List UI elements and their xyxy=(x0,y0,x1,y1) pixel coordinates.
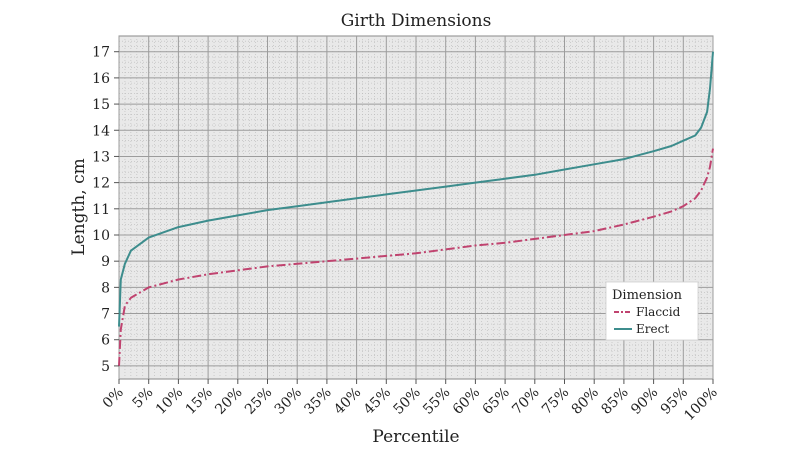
x-tick-label: 30% xyxy=(272,385,305,418)
y-tick-label: 10 xyxy=(92,228,110,244)
legend-label-erect: Erect xyxy=(636,322,669,336)
y-axis-ticks: 5 6 7 8 9 10 11 12 13 14 15 16 17 xyxy=(92,45,119,375)
y-tick-label: 11 xyxy=(92,202,110,218)
x-tick-label: 45% xyxy=(361,385,394,418)
x-tick-label: 20% xyxy=(212,385,245,418)
x-tick-label: 0% xyxy=(100,385,127,412)
x-tick-label: 70% xyxy=(509,385,542,418)
y-tick-label: 9 xyxy=(101,254,110,270)
series-line-erect xyxy=(118,51,714,327)
y-axis-label: Length, cm xyxy=(69,158,89,255)
y-tick-label: 13 xyxy=(92,149,110,165)
y-tick-label: 17 xyxy=(92,45,110,61)
legend-title: Dimension xyxy=(612,288,683,303)
x-tick-label: 80% xyxy=(569,385,602,418)
x-tick-label: 25% xyxy=(242,385,275,418)
y-tick-label: 8 xyxy=(101,280,110,296)
x-tick-label: 60% xyxy=(450,385,483,418)
x-axis-label: Percentile xyxy=(372,427,459,447)
chart-title: Girth Dimensions xyxy=(341,11,492,31)
x-tick-label: 35% xyxy=(301,385,334,418)
y-tick-label: 16 xyxy=(92,71,110,87)
y-tick-label: 5 xyxy=(101,359,110,375)
x-tick-label: 100% xyxy=(681,385,721,425)
x-tick-label: 65% xyxy=(480,385,513,418)
legend: Dimension Flaccid Erect xyxy=(605,281,699,341)
major-grid xyxy=(118,36,714,379)
x-tick-label: 50% xyxy=(391,385,424,418)
x-tick-label: 90% xyxy=(628,385,661,418)
y-tick-label: 14 xyxy=(92,123,110,139)
x-tick-label: 10% xyxy=(153,385,186,418)
y-tick-label: 6 xyxy=(101,333,110,349)
x-tick-label: 85% xyxy=(598,385,631,418)
x-axis-ticks: 0% 5%10%15%20%25%30%35%40%45%50%55%60%65%… xyxy=(100,379,721,424)
y-tick-label: 15 xyxy=(92,97,110,113)
y-tick-label: 12 xyxy=(92,176,110,192)
legend-label-flaccid: Flaccid xyxy=(636,305,681,319)
y-tick-label: 7 xyxy=(101,307,110,323)
x-tick-label: 55% xyxy=(420,385,453,418)
x-tick-label: 15% xyxy=(183,385,216,418)
series-layer xyxy=(118,51,714,366)
x-tick-label: 40% xyxy=(331,385,364,418)
x-tick-label: 75% xyxy=(539,385,572,418)
